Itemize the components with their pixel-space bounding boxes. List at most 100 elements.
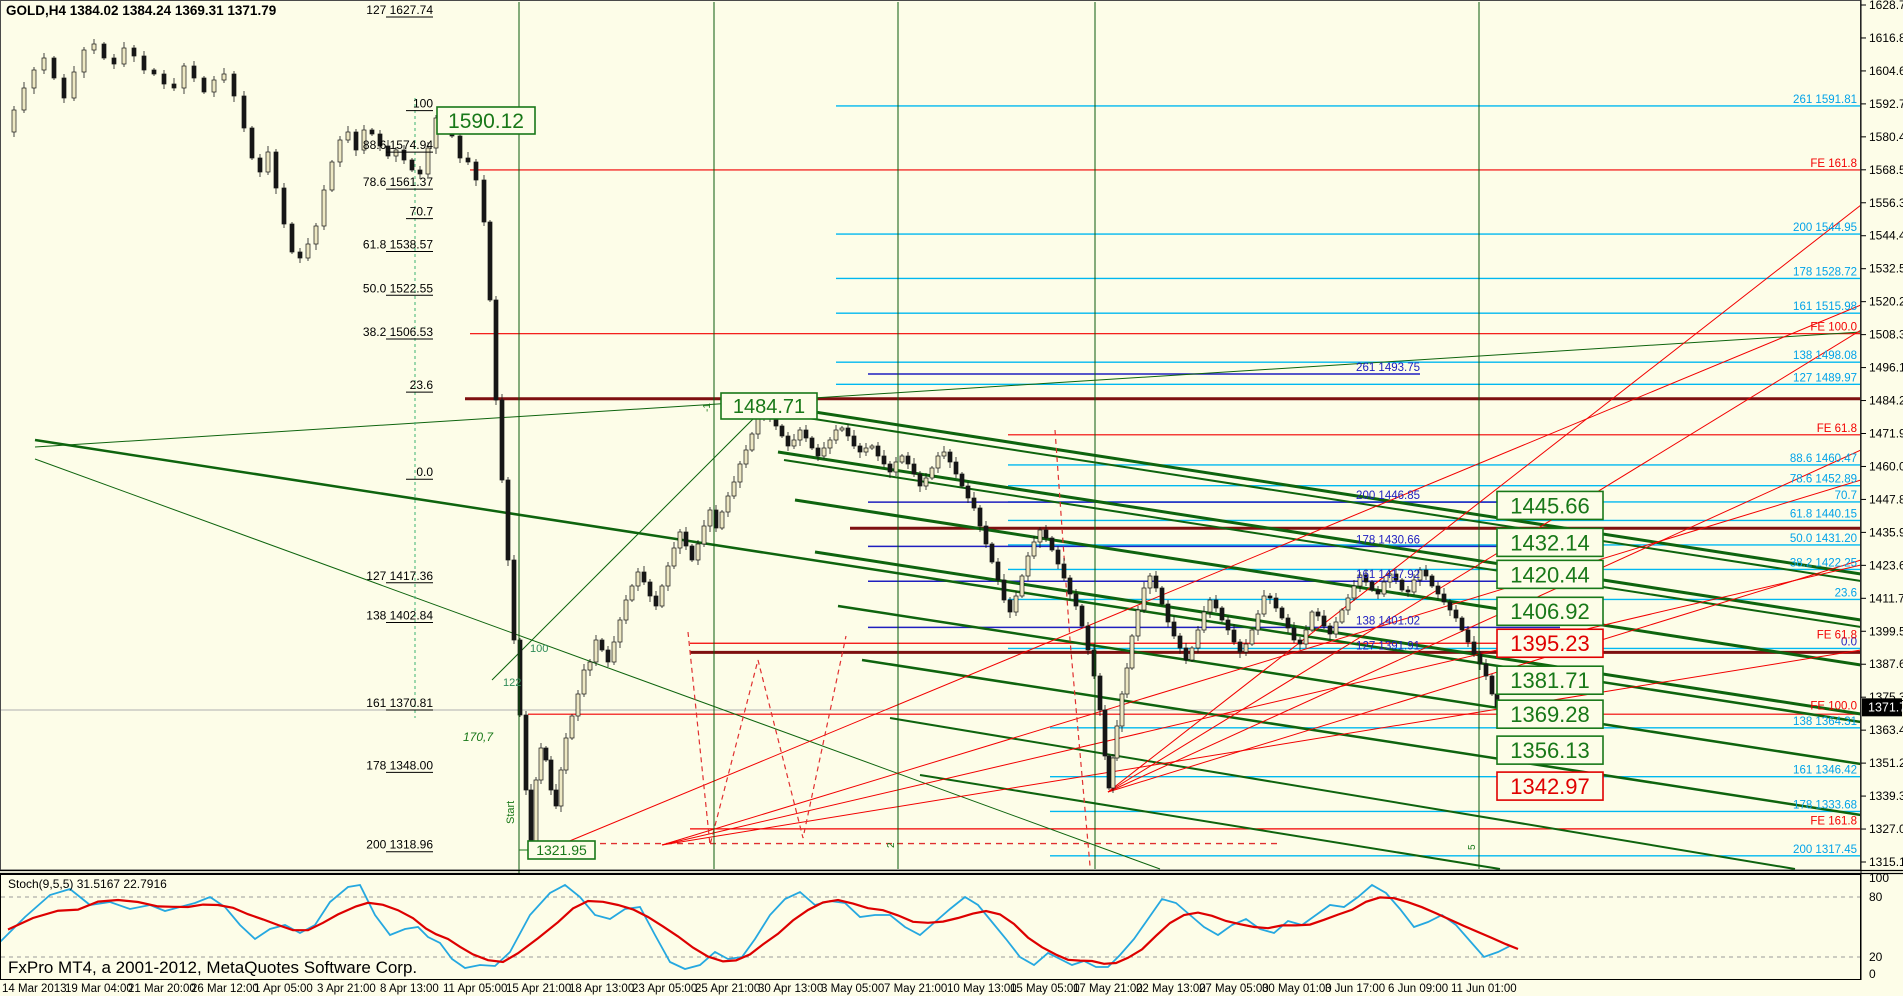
stoch-scale-tick: 100 (1869, 871, 1889, 885)
fe-label: FE 161.8 (1810, 815, 1857, 827)
svg-text:23.6: 23.6 (410, 378, 434, 392)
svg-text:0.0: 0.0 (416, 465, 433, 479)
vertical-time-lines (414, 2, 1480, 977)
svg-text:70.7: 70.7 (1835, 490, 1857, 502)
chart-plot-area (0, 39, 1861, 870)
time-tick: 10 May 13:00 (947, 983, 1017, 995)
price-callout: 1381.71 (1510, 668, 1590, 693)
price-callout: 1356.13 (1510, 738, 1590, 763)
price-callout: 1432.14 (1510, 530, 1590, 555)
svg-text:161 1370.81: 161 1370.81 (366, 696, 433, 710)
svg-text:50.0 1522.55: 50.0 1522.55 (363, 281, 433, 295)
time-tick: 17 May 21:00 (1073, 983, 1143, 995)
svg-text:78.6 1561.37: 78.6 1561.37 (363, 175, 433, 189)
svg-text:78.6 1452.89: 78.6 1452.89 (1790, 474, 1857, 486)
candlesticks (11, 39, 1500, 849)
svg-text:88.6 1574.94: 88.6 1574.94 (363, 138, 433, 152)
svg-text:178 1333.68: 178 1333.68 (1793, 799, 1857, 811)
price-tick: 1460.05 (1869, 459, 1903, 473)
maroon-level-lines (465, 397, 1861, 654)
price-tick: 1544.40 (1869, 229, 1903, 243)
price-callout: 1590.12 (448, 110, 524, 133)
fibo-blue-label: 127 1391.91 (1356, 640, 1420, 652)
price-tick: 1604.60 (1869, 64, 1903, 78)
stoch-indicator-label: Stoch(9,5,5) 31.5167 22.7916 (8, 877, 167, 891)
copyright-text: FxPro MT4, a 2001-2012, MetaQuotes Softw… (8, 958, 418, 977)
price-tick: 1399.50 (1869, 624, 1903, 638)
price-callout: 1395.23 (1510, 631, 1590, 656)
svg-text:200 1318.96: 200 1318.96 (366, 838, 433, 852)
stoch-scale-tick: 80 (1869, 890, 1883, 904)
svg-text:38.2 1506.53: 38.2 1506.53 (363, 325, 433, 339)
fibo-blue-label: 200 1446.85 (1356, 490, 1420, 502)
stoch-scale-tick: 20 (1869, 950, 1883, 964)
price-tick: 1496.10 (1869, 361, 1903, 375)
svg-text:138 1498.08: 138 1498.08 (1793, 350, 1857, 362)
price-tick: 1435.90 (1869, 525, 1903, 539)
price-tick: 1423.65 (1869, 558, 1903, 572)
annotation-text: 100 (530, 643, 548, 655)
price-tick: 1568.55 (1869, 163, 1903, 177)
fe-label: FE 100.0 (1810, 700, 1857, 712)
svg-text:127 1627.74: 127 1627.74 (366, 3, 433, 17)
svg-text:100: 100 (413, 97, 433, 111)
time-tick: 3 Apr 21:00 (317, 983, 376, 995)
price-tick: 1556.30 (1869, 196, 1903, 210)
price-tick: 1484.20 (1869, 394, 1903, 408)
annotation-text: 122 (503, 677, 521, 689)
svg-text:200 1317.45: 200 1317.45 (1793, 844, 1857, 856)
price-tick: 1616.85 (1869, 31, 1903, 45)
svg-text:61.8 1440.15: 61.8 1440.15 (1790, 508, 1857, 520)
time-tick: 30 May 01:00 (1262, 983, 1332, 995)
time-tick: 23 Apr 05:00 (632, 983, 697, 995)
price-callout: 1445.66 (1510, 493, 1590, 518)
svg-text:261 1591.81: 261 1591.81 (1793, 94, 1857, 106)
price-callout: 1342.97 (1510, 774, 1590, 799)
price-tick: 1508.35 (1869, 328, 1903, 342)
time-tick: 27 May 05:00 (1199, 983, 1269, 995)
stoch-k-line (1, 883, 1511, 970)
price-tick: 1351.20 (1869, 756, 1903, 770)
price-callout-boxes: 1590.12 1484.71 1321.95 1445.66 1432.14 1420.… (436, 106, 1604, 860)
time-tick: 18 Apr 13:00 (569, 983, 634, 995)
svg-text:61.8 1538.57: 61.8 1538.57 (363, 237, 433, 251)
svg-text:138 1364.31: 138 1364.31 (1793, 716, 1857, 728)
fe-label: FE 161.8 (1810, 158, 1857, 170)
svg-text:88.6 1460.47: 88.6 1460.47 (1790, 453, 1857, 465)
fibo-cyan-labels: 261 1591.81 200 1544.95 178 1528.72 161 151… (1356, 94, 1857, 856)
fe-label: FE 61.8 (1817, 629, 1857, 641)
time-tick: 11 Apr 05:00 (443, 983, 507, 995)
price-tick: 1447.80 (1869, 492, 1903, 506)
time-tick: 15 May 05:00 (1010, 983, 1080, 995)
time-tick: 30 Apr 13:00 (758, 983, 823, 995)
svg-text:161 1346.42: 161 1346.42 (1793, 765, 1857, 777)
symbol-title: GOLD,H4 1384.02 1384.24 1369.31 1371.79 (6, 3, 277, 18)
price-tick: 1592.70 (1869, 97, 1903, 111)
price-tick: 1532.50 (1869, 262, 1903, 276)
price-tick: 1339.30 (1869, 789, 1903, 803)
price-tick: 1411.75 (1869, 591, 1903, 605)
fibo-left-labels: 127 1627.74 100 88.6 1574.94 78.6 1561.37 70… (363, 3, 434, 853)
price-tick: 1387.60 (1869, 657, 1903, 671)
time-tick: 19 Mar 04:00 (65, 983, 133, 995)
price-callout: 1369.28 (1510, 702, 1590, 727)
fe-red-lines (470, 169, 1861, 830)
annotation-text: Start (505, 801, 517, 824)
price-tick: 1471.95 (1869, 427, 1903, 441)
price-tick: 1628.75 (1869, 0, 1903, 12)
time-tick: 1 Apr 05:00 (254, 983, 313, 995)
stoch-d-line (7, 896, 1519, 965)
fe-label: FE 61.8 (1817, 423, 1857, 435)
time-tick: 22 May 13:00 (1136, 983, 1206, 995)
svg-text:138 1402.84: 138 1402.84 (366, 608, 433, 622)
price-tick: 1580.45 (1869, 130, 1903, 144)
price-tick: 1520.25 (1869, 295, 1903, 309)
annotation-text: 170,7 (463, 730, 494, 744)
price-axis: 1628.75 1616.85 1604.60 1592.70 1580.45 1568.… (1860, 0, 1903, 981)
svg-text:127 1417.36: 127 1417.36 (366, 569, 433, 583)
svg-text:50.0 1431.20: 50.0 1431.20 (1790, 533, 1857, 545)
stochastic-panel[interactable] (0, 874, 1861, 980)
